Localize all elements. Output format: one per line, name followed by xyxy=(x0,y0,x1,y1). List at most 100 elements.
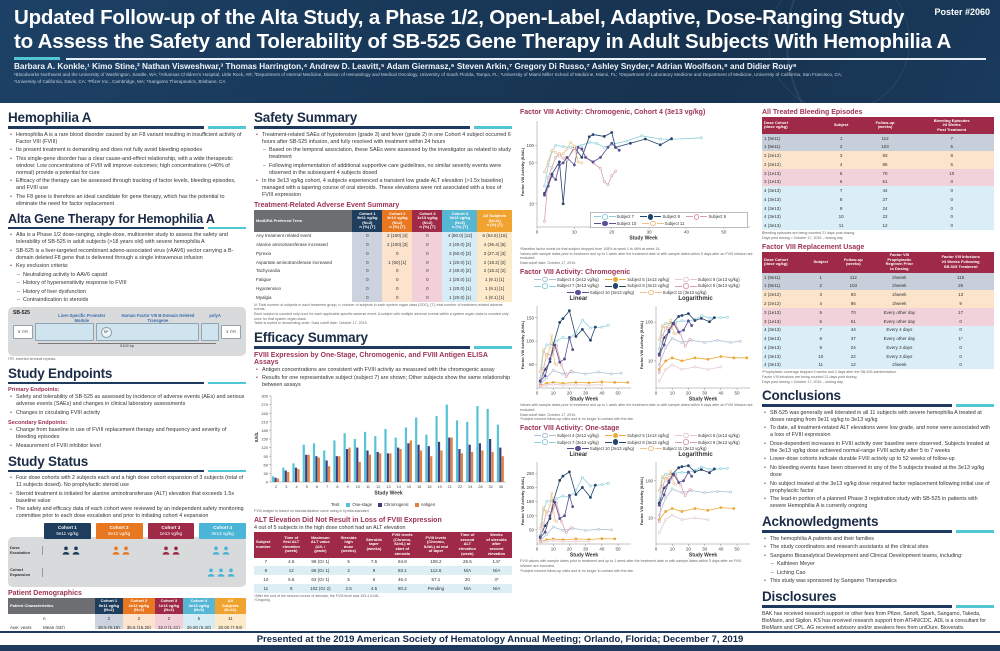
panel-title-log: Logarithmic xyxy=(678,452,713,459)
table-header-cell: Steroids high dose (weeks) xyxy=(335,531,362,558)
table-cell: Aspartate aminotransferase increased xyxy=(256,259,333,265)
poster-title: Updated Follow-up of the Alta Study, a P… xyxy=(14,6,986,54)
table-cell: 3/week xyxy=(871,299,928,308)
svg-text:50: 50 xyxy=(616,391,622,396)
table-cell: 5.5 xyxy=(277,575,305,584)
svg-text:90: 90 xyxy=(264,454,269,459)
svg-text:10: 10 xyxy=(648,359,654,364)
svg-text:15: 15 xyxy=(407,485,411,489)
bullet-item: Measurement of FVIII inhibitor level xyxy=(10,443,246,450)
svg-text:Factor VIII Activity (IU/dL): Factor VIII Activity (IU/dL) xyxy=(520,320,525,369)
data-table: Patient Characteristics Cohort 1 9e11 vg/… xyxy=(8,597,246,629)
svg-text:30: 30 xyxy=(583,391,589,396)
legend-item: Chromogenic xyxy=(377,502,409,507)
bullet-item: Liching Cao xyxy=(764,570,994,577)
table-cell: 61 xyxy=(860,177,910,187)
legend-item: Subject 9 (3e13 vg/kg) xyxy=(675,283,740,289)
table-cell: 26.80 (6.30) xyxy=(183,623,215,629)
table-cell: 70 xyxy=(860,168,910,178)
table-cell: 0 xyxy=(382,292,413,302)
table-cell: 2 (100) [3] xyxy=(382,240,413,250)
table-cell: 8 xyxy=(821,195,861,204)
onestage-legend: Subject 4 (2e12 vg/kg) Subject 5 (1e13 vg… xyxy=(520,432,754,452)
svg-text:Study Week: Study Week xyxy=(570,553,598,559)
table-header-cell: MedDRA Preferred Term xyxy=(254,210,353,232)
svg-text:Factor VIII Activity (IU/dL): Factor VIII Activity (IU/dL) xyxy=(639,320,644,369)
svg-text:100: 100 xyxy=(645,479,653,484)
column-left: Hemophilia A Hemophilia A is a rare bloo… xyxy=(8,106,246,629)
table-header-cell: Cohort 3 1e13 vg/kg (N=2) n (%) [T] xyxy=(412,210,443,232)
transgene-label: Human Factor VIII B-Domain Deleted Trans… xyxy=(121,313,195,324)
svg-text:30: 30 xyxy=(264,471,269,476)
data-table: MedDRA Preferred Term Cohort 1 9e11 vg/kg… xyxy=(254,210,512,302)
table-cell: Tachycardia xyxy=(256,268,281,274)
table-cell: 11 xyxy=(821,221,861,231)
table-cell: 4 (3e13) xyxy=(762,343,807,352)
table-cell: 9 xyxy=(927,299,994,308)
safety-bullets: Treatment-related SAEs of hypotension (g… xyxy=(254,132,512,200)
svg-text:50: 50 xyxy=(616,547,622,552)
table-cell: 2 (100) [4] xyxy=(382,231,413,241)
table-cell: Any treatment related event xyxy=(256,233,312,239)
table-cell: n xyxy=(43,616,46,622)
fviii-expression-bar-chart: 0 30 60 90 120 150 180 210 240 270 300 2 3 4 5 6 7 8 9 10 11… xyxy=(254,394,506,497)
table-cell: Every other day xyxy=(871,316,928,326)
bullet-item: Dose-dependent increases in FVIII activi… xyxy=(764,441,994,455)
table-cell: 7 xyxy=(254,557,278,567)
svg-text:50: 50 xyxy=(721,230,727,235)
person-icon xyxy=(228,568,235,577)
table-cell: 12 xyxy=(277,566,305,576)
table-cell: 2 (2e12) xyxy=(762,160,822,169)
table-cell: 1 (20.0) [1] xyxy=(442,284,478,293)
legend-item: Subject 10 (3e13 vg/kg) xyxy=(567,289,634,296)
bullet-item: Steroid treatment is initiated for alani… xyxy=(10,491,246,505)
svg-text:10: 10 xyxy=(529,201,535,206)
svg-text:Study Week: Study Week xyxy=(689,397,717,403)
promoter-segment xyxy=(35,323,94,342)
bullet-item: Changes in circulating FVIII activity xyxy=(10,410,246,417)
bullet-item: Antigen concentrations are consistent wi… xyxy=(256,367,512,374)
table-cell: 26 xyxy=(927,281,994,291)
table-header-cell: Factor VIII Prophylactic Regimen Prior t… xyxy=(871,251,928,273)
table-cell: Hypotension xyxy=(256,285,282,291)
bullet-item: SB-525 is a liver-targeted recombinant a… xyxy=(10,248,246,262)
table-cell: 4 xyxy=(806,299,836,308)
onestage-panel-titles: Linear Logarithmic xyxy=(520,452,754,458)
table-cell: 17 xyxy=(927,307,994,317)
table-cell: 11 xyxy=(254,583,278,593)
table-header-cell: Cohort 4 3e13 vg/kg (N=5) n (%) [T] xyxy=(442,210,478,232)
data-table: Dose Cohort (dose vg/kg) Subject Follow-up… xyxy=(762,117,994,231)
table-cell: 0 xyxy=(412,266,443,276)
svg-text:21: 21 xyxy=(448,485,452,489)
table-cell: 1 (20.0) [1] xyxy=(442,292,478,302)
table-cell: 11 xyxy=(214,614,246,624)
table-cell: 1 (50) [1] xyxy=(382,257,413,267)
svg-text:50: 50 xyxy=(529,528,535,533)
poster-number: Poster #2060 xyxy=(934,7,990,17)
svg-text:0: 0 xyxy=(655,391,658,396)
bullet-item: Neutralizing activity to AAV6 capsid xyxy=(10,272,246,279)
section-rule xyxy=(254,346,512,349)
section-rule xyxy=(762,530,994,533)
table-cell: 5 xyxy=(909,160,994,169)
svg-text:10: 10 xyxy=(551,391,557,396)
person-icon xyxy=(72,546,79,555)
svg-text:IU/dL: IU/dL xyxy=(254,431,259,442)
legend-item: Subject 6 (1e13 vg/kg) xyxy=(675,432,740,439)
table-header-cell: FVIII levels (Chromo, IU/dL) at end of t… xyxy=(417,531,454,558)
svg-text:50: 50 xyxy=(735,391,741,396)
table-cell: 1 (9e11) xyxy=(762,272,807,282)
table-cell: 4* xyxy=(480,575,512,584)
bullet-item: Its present treatment is demanding and d… xyxy=(10,147,246,154)
table-cell: 3 xyxy=(806,290,836,300)
table-header-cell: Dose Cohort (dose vg/kg) xyxy=(762,251,807,273)
table-cell: Every 4 days xyxy=(871,325,928,335)
table-cell: 30.5 (9.19) xyxy=(94,623,124,629)
bullet-item: History of hypersensitivity response to … xyxy=(10,280,246,287)
svg-text:40: 40 xyxy=(684,230,690,235)
table-cell xyxy=(8,614,41,623)
legend-item: Subject 8 xyxy=(639,214,680,220)
table-cell: 4.5 xyxy=(361,583,387,593)
table-header-cell: Follow-up (weeks) xyxy=(835,251,872,273)
svg-text:6: 6 xyxy=(316,485,318,489)
